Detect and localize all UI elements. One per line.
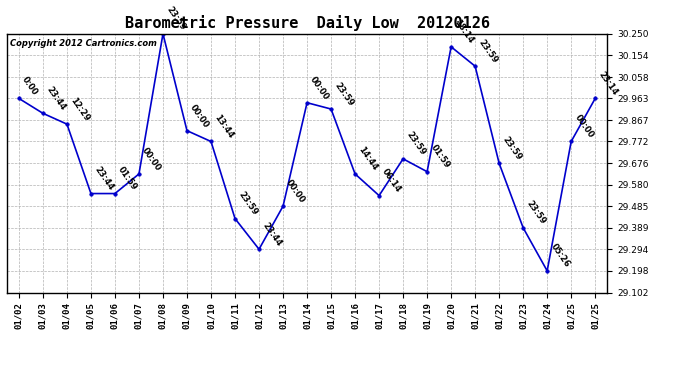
Text: 23:59: 23:59 bbox=[404, 130, 427, 158]
Text: 00:00: 00:00 bbox=[284, 178, 307, 205]
Text: 06:14: 06:14 bbox=[380, 167, 403, 194]
Text: 01:59: 01:59 bbox=[117, 165, 139, 192]
Text: 23:59: 23:59 bbox=[164, 5, 187, 32]
Text: 14:44: 14:44 bbox=[357, 146, 380, 172]
Text: 00:00: 00:00 bbox=[188, 102, 211, 129]
Title: Barometric Pressure  Daily Low  20120126: Barometric Pressure Daily Low 20120126 bbox=[125, 15, 489, 31]
Text: 23:44: 23:44 bbox=[92, 165, 115, 192]
Text: 00:00: 00:00 bbox=[140, 146, 163, 172]
Text: 23:59: 23:59 bbox=[333, 81, 355, 108]
Text: 0:00: 0:00 bbox=[20, 75, 39, 97]
Text: 23:44: 23:44 bbox=[44, 85, 67, 112]
Text: 13:44: 13:44 bbox=[213, 113, 235, 140]
Text: 23:59: 23:59 bbox=[237, 190, 259, 217]
Text: 23:59: 23:59 bbox=[524, 200, 547, 226]
Text: 12:29: 12:29 bbox=[68, 96, 91, 123]
Text: 00:00: 00:00 bbox=[573, 113, 595, 140]
Text: 05:26: 05:26 bbox=[549, 242, 571, 270]
Text: 23:44: 23:44 bbox=[260, 221, 283, 248]
Text: 01:59: 01:59 bbox=[428, 143, 451, 170]
Text: 23:59: 23:59 bbox=[477, 38, 499, 65]
Text: Copyright 2012 Cartronics.com: Copyright 2012 Cartronics.com bbox=[10, 39, 157, 48]
Text: 23:59: 23:59 bbox=[500, 135, 523, 162]
Text: 00:00: 00:00 bbox=[308, 75, 331, 101]
Text: 23:14: 23:14 bbox=[597, 70, 620, 97]
Text: 18:14: 18:14 bbox=[453, 18, 475, 45]
